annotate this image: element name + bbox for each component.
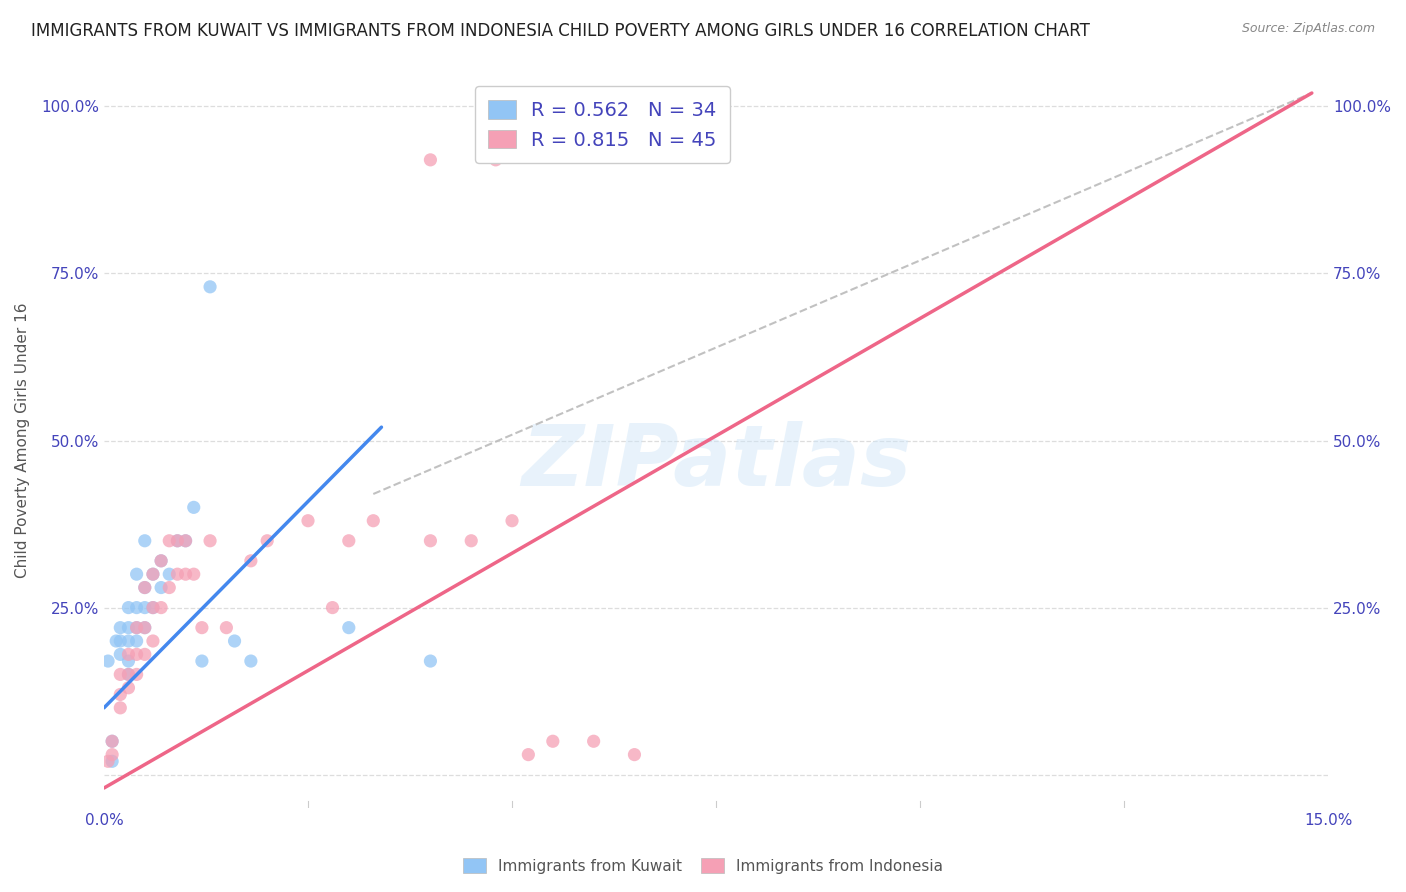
Point xyxy=(117,621,139,635)
Point xyxy=(239,554,262,568)
Point xyxy=(517,747,540,762)
Point xyxy=(191,621,214,635)
Point xyxy=(134,621,156,635)
Point xyxy=(101,747,124,762)
Point xyxy=(110,688,132,702)
Point xyxy=(297,514,319,528)
Point xyxy=(174,533,197,548)
Point xyxy=(321,600,343,615)
Point xyxy=(460,533,482,548)
Text: IMMIGRANTS FROM KUWAIT VS IMMIGRANTS FROM INDONESIA CHILD POVERTY AMONG GIRLS UN: IMMIGRANTS FROM KUWAIT VS IMMIGRANTS FRO… xyxy=(31,22,1090,40)
Point xyxy=(125,634,148,648)
Point xyxy=(97,754,120,768)
Point xyxy=(501,514,523,528)
Point xyxy=(134,621,156,635)
Point xyxy=(110,634,132,648)
Point xyxy=(101,734,124,748)
Point xyxy=(134,581,156,595)
Point xyxy=(174,533,197,548)
Point xyxy=(101,754,124,768)
Legend: R = 0.562   N = 34, R = 0.815   N = 45: R = 0.562 N = 34, R = 0.815 N = 45 xyxy=(475,87,730,163)
Point xyxy=(117,654,139,668)
Point xyxy=(125,648,148,662)
Point xyxy=(142,634,165,648)
Point xyxy=(215,621,238,635)
Point xyxy=(157,567,180,582)
Point xyxy=(125,621,148,635)
Point xyxy=(541,734,564,748)
Point xyxy=(157,533,180,548)
Point xyxy=(134,648,156,662)
Point xyxy=(166,567,188,582)
Point xyxy=(485,153,508,167)
Point xyxy=(337,533,360,548)
Point xyxy=(110,701,132,715)
Point xyxy=(183,567,205,582)
Point xyxy=(337,621,360,635)
Point xyxy=(142,600,165,615)
Point xyxy=(198,533,221,548)
Point xyxy=(117,648,139,662)
Text: ZIPatlas: ZIPatlas xyxy=(522,421,911,504)
Point xyxy=(582,734,605,748)
Point xyxy=(419,533,441,548)
Point xyxy=(183,500,205,515)
Point xyxy=(166,533,188,548)
Point xyxy=(117,634,139,648)
Point xyxy=(150,554,173,568)
Point xyxy=(142,600,165,615)
Point xyxy=(97,654,120,668)
Point xyxy=(191,654,214,668)
Point xyxy=(125,567,148,582)
Point xyxy=(117,667,139,681)
Point xyxy=(117,600,139,615)
Point xyxy=(125,667,148,681)
Point xyxy=(105,634,128,648)
Point xyxy=(125,600,148,615)
Legend: Immigrants from Kuwait, Immigrants from Indonesia: Immigrants from Kuwait, Immigrants from … xyxy=(457,852,949,880)
Point xyxy=(224,634,246,648)
Point xyxy=(150,600,173,615)
Point xyxy=(101,734,124,748)
Point xyxy=(117,667,139,681)
Point xyxy=(150,554,173,568)
Point xyxy=(174,567,197,582)
Point xyxy=(166,533,188,548)
Point xyxy=(361,514,384,528)
Point xyxy=(142,567,165,582)
Point xyxy=(419,153,441,167)
Point xyxy=(256,533,278,548)
Point xyxy=(419,654,441,668)
Point xyxy=(157,581,180,595)
Point xyxy=(142,567,165,582)
Point xyxy=(150,581,173,595)
Point xyxy=(239,654,262,668)
Point xyxy=(110,648,132,662)
Point xyxy=(623,747,645,762)
Point xyxy=(134,581,156,595)
Point xyxy=(110,621,132,635)
Point xyxy=(125,621,148,635)
Point xyxy=(117,681,139,695)
Y-axis label: Child Poverty Among Girls Under 16: Child Poverty Among Girls Under 16 xyxy=(15,302,30,578)
Point xyxy=(198,280,221,294)
Point xyxy=(134,533,156,548)
Text: Source: ZipAtlas.com: Source: ZipAtlas.com xyxy=(1241,22,1375,36)
Point xyxy=(134,600,156,615)
Point xyxy=(110,667,132,681)
